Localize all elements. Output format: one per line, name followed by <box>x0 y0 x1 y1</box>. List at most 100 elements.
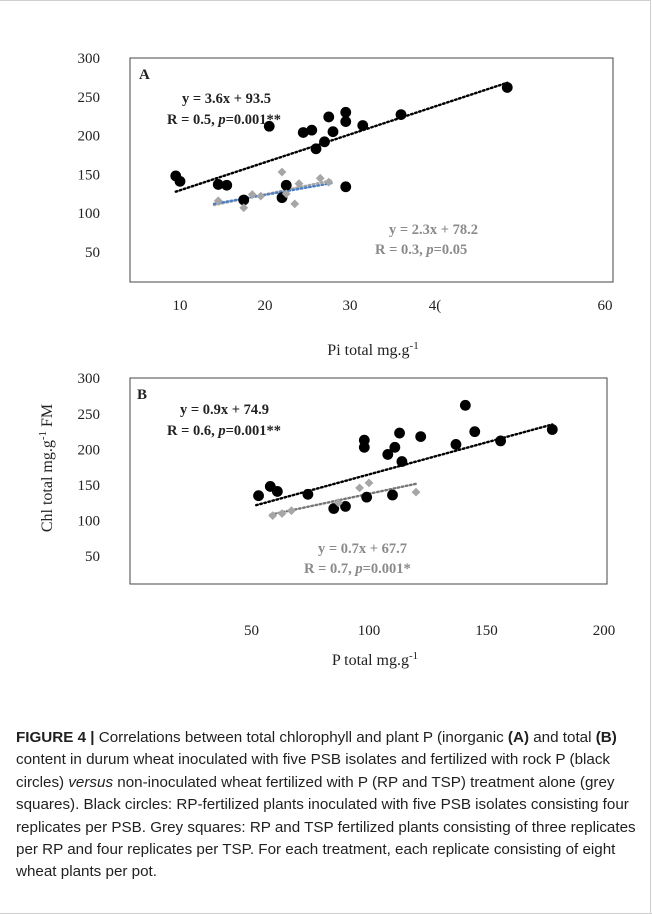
panel-b-circle-point-7 <box>358 441 370 453</box>
panel-a-circle-point-7 <box>280 179 292 191</box>
figure-caption: FIGURE 4 | Correlations between total ch… <box>16 727 636 884</box>
panel-a-x-tick-10: 10 <box>173 298 188 314</box>
panel-a-circle-point-5 <box>263 120 275 132</box>
panel-b-circle-point-18 <box>495 435 506 447</box>
panel-a-y-tick-300: 300 <box>78 51 101 67</box>
panel-b-diamond-point-0 <box>268 511 278 521</box>
panel-a-black-r: R = 0.5, p=0.001** <box>167 112 281 128</box>
panel-b-trendlines <box>255 423 554 516</box>
panel-b-diamond-point-6 <box>411 487 421 497</box>
frame-right-border <box>650 0 651 914</box>
panel-b-x-tick-100: 100 <box>358 623 381 639</box>
panel-b-grey-equation: y = 0.7x + 67.7 <box>318 541 407 557</box>
panel-a-circle-point-16 <box>340 181 352 193</box>
panel-a-diamond-point-7 <box>294 179 304 189</box>
panel-a-y-tick-200: 200 <box>78 129 101 145</box>
panel-a-plot-area <box>129 57 614 283</box>
panel-a-black-equation: y = 3.6x + 93.5 <box>182 91 271 107</box>
panel-b-y-tick-300: 300 <box>78 371 101 387</box>
panel-b-plot-area <box>129 377 608 585</box>
panel-a-diamond-point-9 <box>324 177 334 187</box>
panel-b-circle-point-8 <box>361 491 373 503</box>
panel-b-circle-point-5 <box>340 500 351 512</box>
panel-a-x-tick-4(: 4( <box>429 298 442 314</box>
panel-a-circle-point-12 <box>323 111 335 123</box>
panel-a-circle-point-3 <box>221 179 233 191</box>
panel-a-grey-equation: y = 2.3x + 78.2 <box>389 222 478 238</box>
panel-a-y-tick-250: 250 <box>78 90 101 106</box>
panel-a-circle-point-15 <box>340 116 352 128</box>
panel-a-circle-point-4 <box>238 194 250 206</box>
caption-lead: FIGURE 4 | <box>16 729 99 746</box>
panel-b-diamond-point-5 <box>364 478 374 488</box>
panel-a-trendlines <box>174 81 509 207</box>
panel-b-circle-point-19 <box>546 424 558 435</box>
panel-a-circle-point-8 <box>297 127 309 138</box>
panel-a-circle-point-18 <box>395 109 407 121</box>
panel-b-x-tick-labels: 50 100 150 200 <box>244 623 615 639</box>
panel-a-diamond-point-1 <box>239 203 249 213</box>
panel-b-circle-point-9 <box>382 449 394 460</box>
panel-b-y-tick-50: 50 <box>85 549 100 565</box>
panel-b-circle-point-3 <box>302 488 314 500</box>
panel-b-letter: B <box>137 387 147 403</box>
panel-a-circle-point-14 <box>340 106 352 118</box>
panel-a-letter: A <box>139 67 150 83</box>
panel-a-x-axis-label: Pi total mg.g-1 <box>327 340 418 359</box>
panel-a-x-tick-30: 30 <box>343 298 358 314</box>
panel-b-y-tick-labels: 50 100 150 200 250 300 <box>78 371 101 565</box>
panel-b-x-axis-label: P total mg.g-1 <box>332 650 418 669</box>
panel-b-diamond-point-3 <box>334 498 343 508</box>
caption-text-3: content in durum wheat inoculated with f… <box>16 751 611 791</box>
panel-a-trendline-2 <box>212 181 335 206</box>
panel-a-points <box>170 82 513 213</box>
panel-b-circle-point-14 <box>415 431 427 443</box>
panel-b-circle-point-13 <box>396 456 408 467</box>
panel-a-circle-point-17 <box>357 120 369 131</box>
panel-b-circle-point-15 <box>450 439 462 450</box>
panel-a-circle-point-11 <box>319 136 330 148</box>
panel-b-grey-r: R = 0.7, p=0.001* <box>304 561 411 577</box>
panel-a-y-tick-labels: 50 100 150 200 250 300 <box>78 51 101 261</box>
panel-a-y-tick-100: 100 <box>78 206 101 222</box>
panel-a-trendline-0 <box>174 81 509 193</box>
caption-ref-b: (B) <box>595 729 617 746</box>
panel-a-y-tick-50: 50 <box>85 245 100 261</box>
panel-b-x-tick-150: 150 <box>475 623 498 639</box>
panel-a-circle-point-13 <box>327 126 339 138</box>
panel-b-circle-point-2 <box>271 486 283 497</box>
panel-a-diamond-point-8 <box>315 173 325 183</box>
panel-a-diamond-point-0 <box>213 196 223 206</box>
panel-a-diamond-point-6 <box>290 199 300 209</box>
panel-a-diamond-point-5 <box>281 189 291 199</box>
panel-b-y-tick-200: 200 <box>78 442 101 458</box>
panel-a: A 50 100 150 200 250 300 10 20 30 4( 60 y = 3.6x … <box>78 51 614 359</box>
panel-a-x-tick-labels: 10 20 30 4( 60 <box>173 298 613 314</box>
panel-b-y-tick-100: 100 <box>78 514 101 530</box>
panel-b-x-tick-50: 50 <box>244 623 259 639</box>
caption-ref-a: (A) <box>507 729 530 746</box>
panel-a-x-tick-20: 20 <box>258 298 273 314</box>
panel-a-circle-point-9 <box>306 124 318 136</box>
panel-a-circle-point-19 <box>501 82 513 93</box>
panel-a-y-tick-150: 150 <box>78 167 101 183</box>
panel-b-diamond-point-1 <box>277 509 287 518</box>
panel-b-circle-point-11 <box>389 441 401 453</box>
panel-b-black-equation: y = 0.9x + 74.9 <box>180 402 269 418</box>
panel-b-x-tick-200: 200 <box>593 623 616 639</box>
panel-a-diamond-point-3 <box>256 191 266 201</box>
panel-a-grey-r: R = 0.3, p=0.05 <box>375 242 467 258</box>
panel-b-y-tick-250: 250 <box>78 407 101 423</box>
caption-versus: versus <box>68 773 114 791</box>
panel-b-circle-point-4 <box>328 503 340 514</box>
panel-b-diamond-point-2 <box>287 506 296 516</box>
panel-b-points <box>253 399 558 521</box>
panel-b-diamond-point-4 <box>355 483 364 493</box>
panel-b-circle-point-0 <box>253 490 264 502</box>
panel-a-x-tick-60: 60 <box>598 298 613 314</box>
panel-a-circle-point-1 <box>174 175 186 187</box>
y-axis-label: Chl total mg.g-1 FM <box>37 404 56 532</box>
panel-a-circle-point-2 <box>212 179 224 190</box>
panel-b-circle-point-10 <box>387 489 398 501</box>
panel-b: B 50 100 150 200 250 300 50 100 150 200 y = 0.9x… <box>78 371 616 669</box>
